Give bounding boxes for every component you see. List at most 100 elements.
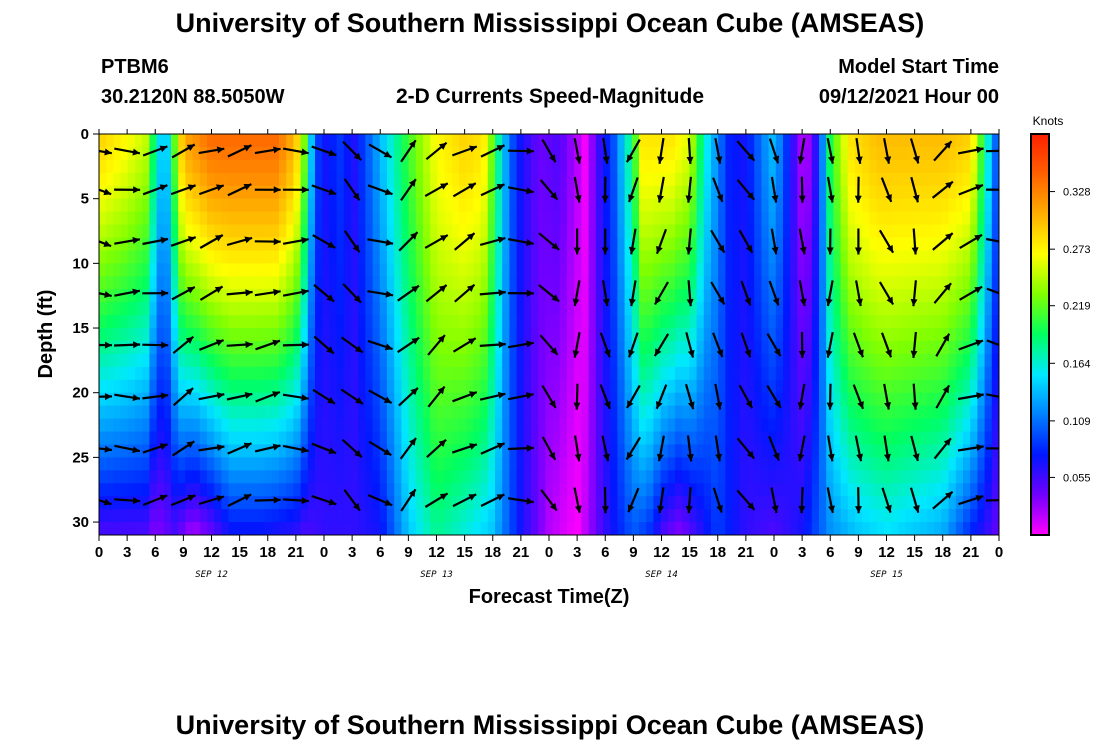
heatmap-cell — [718, 522, 726, 535]
heatmap-cell — [847, 159, 856, 174]
heatmap-cell — [689, 496, 698, 510]
heatmap-cell — [473, 276, 482, 290]
heatmap-cell — [610, 522, 618, 535]
heatmap-cell — [451, 276, 460, 290]
heatmap-cell — [365, 250, 374, 264]
heatmap-cell — [307, 522, 316, 535]
heatmap-cell — [221, 496, 230, 510]
heatmap-cell — [833, 302, 842, 316]
heatmap-cell — [257, 328, 266, 342]
heatmap-cell — [559, 276, 568, 290]
heatmap-cell — [127, 146, 136, 161]
heatmap-cell — [307, 185, 316, 200]
heatmap-cell — [955, 457, 964, 471]
heatmap-cell — [437, 353, 446, 368]
heatmap-cell — [595, 237, 604, 252]
heatmap-cell — [761, 353, 770, 368]
heatmap-cell — [279, 250, 287, 264]
current-arrow — [507, 392, 534, 401]
heatmap-cell — [394, 470, 402, 484]
x-tick-label: 0 — [320, 544, 328, 561]
y-tick-label: 5 — [81, 191, 89, 208]
heatmap-cell — [99, 405, 107, 420]
heatmap-cell — [696, 276, 705, 290]
heatmap-cell — [574, 470, 582, 484]
heatmap-cell — [948, 237, 957, 252]
heatmap-cell — [437, 159, 446, 174]
heatmap-cell — [955, 185, 964, 200]
heatmap-cell — [142, 328, 150, 342]
heatmap-cell — [99, 328, 107, 342]
heatmap-cell — [343, 211, 352, 226]
heatmap-cell — [336, 263, 345, 277]
heatmap-cell — [487, 431, 496, 446]
heatmap-cell — [883, 353, 892, 368]
heatmap-cell — [970, 198, 978, 213]
heatmap-cell — [394, 444, 402, 458]
heatmap-cell — [869, 134, 878, 148]
heatmap-cell — [221, 353, 230, 368]
heatmap-cell — [819, 340, 827, 355]
heatmap-cell — [531, 302, 539, 316]
heatmap-cell — [358, 444, 366, 458]
heatmap-cell — [646, 237, 654, 252]
heatmap-cell — [567, 185, 575, 200]
heatmap-cell — [689, 237, 698, 252]
heatmap-cell — [473, 328, 482, 342]
current-arrow — [625, 436, 642, 461]
current-arrow — [738, 384, 754, 409]
heatmap-cell — [286, 172, 294, 187]
colorbar-tick-label: 0.328 — [1063, 187, 1091, 199]
heatmap-cell — [192, 509, 201, 523]
heatmap-cell — [322, 496, 330, 510]
heatmap-cell — [307, 444, 316, 458]
heatmap-cell — [725, 522, 734, 535]
heatmap-cell — [523, 302, 532, 316]
heatmap-cell — [941, 509, 950, 523]
heatmap-cell — [595, 159, 604, 174]
heatmap-cell — [120, 483, 129, 497]
heatmap-cell — [883, 522, 892, 535]
heatmap-cell — [631, 522, 640, 535]
colorbar-tick-label: 0.219 — [1063, 301, 1091, 313]
heatmap-cell — [430, 211, 438, 226]
heatmap-cell — [610, 444, 618, 458]
heatmap-cell — [387, 224, 395, 239]
heatmap-cell — [963, 185, 971, 200]
current-arrow — [985, 237, 999, 243]
current-arrow — [986, 339, 999, 347]
heatmap-cell — [559, 224, 568, 239]
heatmap-cell — [588, 263, 597, 277]
heatmap-cell — [963, 444, 971, 458]
heatmap-cell — [595, 457, 604, 471]
heatmap-cell — [718, 250, 726, 264]
heatmap-cell — [675, 392, 683, 407]
heatmap-cell — [948, 315, 957, 329]
heatmap-cell — [631, 444, 640, 458]
heatmap-cell — [804, 302, 813, 316]
heatmap-cell — [747, 457, 755, 471]
heatmap-cell — [595, 328, 604, 342]
heatmap-cell — [624, 470, 633, 484]
heatmap-cell — [516, 496, 525, 510]
heatmap-cell — [610, 250, 618, 264]
heatmap-cell — [725, 366, 734, 381]
heatmap-cell — [675, 366, 683, 381]
heatmap-cell — [149, 172, 158, 187]
heatmap-cell — [185, 366, 194, 381]
heatmap-cell — [163, 211, 172, 226]
heatmap-cell — [365, 263, 374, 277]
heatmap-cell — [214, 496, 222, 510]
heatmap-cell — [833, 353, 842, 368]
heatmap-cell — [898, 379, 906, 394]
heatmap-cell — [142, 509, 150, 523]
heatmap-cell — [783, 392, 791, 407]
heatmap-cell — [991, 483, 999, 497]
heatmap-cell — [919, 431, 928, 446]
heatmap-cell — [156, 431, 165, 446]
heatmap-cell — [833, 146, 842, 161]
heatmap-cell — [732, 470, 741, 484]
heatmap-cell — [127, 250, 136, 264]
heatmap-cell — [891, 522, 899, 535]
